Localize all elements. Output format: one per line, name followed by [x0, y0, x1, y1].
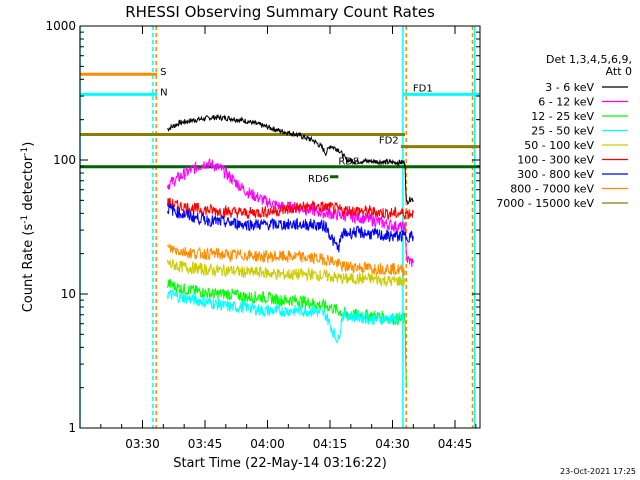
flag-bars: SN FD1 FD2 RDS RD6 — [80, 67, 480, 185]
legend-label-3: 25 - 50 keV — [531, 125, 594, 138]
legend-header-line1: Det 1,3,4,5,6,9, — [546, 53, 632, 66]
series-line-3 — [167, 289, 406, 344]
data-series — [167, 113, 414, 388]
x-tick-label-4: 04:30 — [375, 437, 410, 451]
y-axis-label: Count Rate (s-1 detector-1) — [20, 142, 36, 313]
legend-header-line2: Att 0 — [606, 65, 632, 78]
flag-label-6: RD6 — [308, 174, 329, 185]
x-tick-label-3: 04:15 — [313, 437, 348, 451]
legend-label-5: 100 - 300 keV — [517, 154, 594, 167]
plot-frame — [79, 25, 481, 429]
flag-label-5: RDS — [338, 157, 359, 168]
y-axis-ticks: 1 10 100 1000 — [45, 19, 480, 435]
legend-label-4: 50 - 100 keV — [524, 139, 594, 152]
x-axis-ticks: 03:30 03:45 04:00 04:15 04:30 04:45 — [79, 26, 477, 451]
y-tick-label-1: 10 — [61, 287, 76, 301]
series-line-5 — [167, 197, 414, 221]
series-line-0 — [167, 113, 414, 206]
x-tick-label-1: 03:45 — [188, 437, 223, 451]
flag-label-0: S — [160, 67, 166, 78]
flag-label-4: FD2 — [379, 136, 399, 147]
x-tick-label-0: 03:30 — [125, 437, 160, 451]
series-line-7 — [167, 243, 406, 277]
legend-label-8: 7000 - 15000 keV — [496, 197, 594, 210]
series-line-4 — [167, 259, 406, 287]
series-line-1 — [167, 158, 414, 268]
flag-label-1: N — [160, 87, 167, 98]
footer-timestamp: 23-Oct-2021 17:25 — [560, 467, 636, 476]
x-axis-label: Start Time (22-May-14 03:16:22) — [173, 456, 387, 471]
legend-label-0: 3 - 6 keV — [545, 81, 594, 94]
flag-label-2: FD1 — [413, 83, 433, 94]
legend-label-6: 300 - 800 keV — [517, 168, 594, 181]
legend-label-7: 800 - 7000 keV — [510, 183, 594, 196]
chart-title: RHESSI Observing Summary Count Rates — [125, 3, 435, 21]
y-tick-label-3: 1000 — [45, 19, 76, 33]
x-tick-label-5: 04:45 — [438, 437, 473, 451]
y-tick-label-0: 1 — [68, 421, 76, 435]
legend-label-2: 12 - 25 keV — [531, 110, 594, 123]
x-tick-label-2: 04:00 — [250, 437, 285, 451]
y-tick-label-2: 100 — [53, 153, 76, 167]
series-line-2 — [167, 279, 407, 388]
legend-label-1: 6 - 12 keV — [538, 96, 594, 109]
series-line-6 — [167, 203, 414, 253]
